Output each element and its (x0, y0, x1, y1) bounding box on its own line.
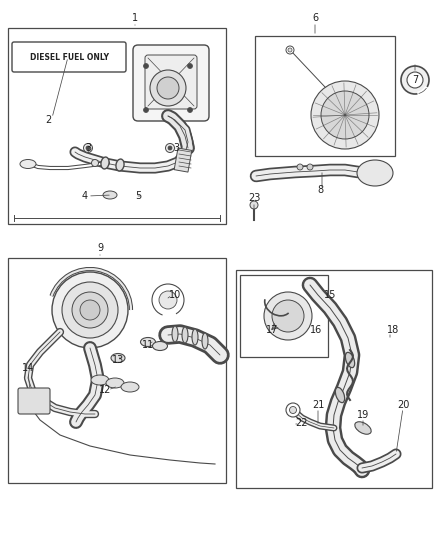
Bar (255, 36, 395, 156)
Circle shape (311, 81, 379, 149)
Text: 9: 9 (97, 243, 103, 253)
Circle shape (286, 403, 300, 417)
FancyBboxPatch shape (12, 42, 126, 72)
Ellipse shape (182, 327, 188, 343)
Circle shape (297, 164, 303, 170)
Ellipse shape (172, 326, 178, 342)
Text: 3: 3 (173, 143, 179, 153)
Text: 10: 10 (169, 290, 181, 300)
Ellipse shape (121, 382, 139, 392)
Ellipse shape (103, 191, 117, 199)
Circle shape (250, 201, 258, 209)
Circle shape (168, 146, 172, 150)
Circle shape (159, 291, 177, 309)
Ellipse shape (202, 333, 208, 349)
Text: 13: 13 (112, 355, 124, 365)
Circle shape (72, 292, 108, 328)
Circle shape (264, 292, 312, 340)
Ellipse shape (357, 160, 393, 186)
Circle shape (62, 282, 118, 338)
Text: 22: 22 (296, 418, 308, 428)
Text: 6: 6 (312, 13, 318, 23)
Circle shape (286, 46, 294, 54)
Ellipse shape (106, 378, 124, 388)
Circle shape (321, 91, 369, 139)
Circle shape (150, 70, 186, 106)
Ellipse shape (20, 159, 36, 168)
Bar (236, 270, 432, 488)
Text: 19: 19 (357, 410, 369, 420)
Text: 1: 1 (132, 13, 138, 23)
Circle shape (187, 108, 192, 112)
Ellipse shape (116, 159, 124, 171)
Circle shape (288, 48, 292, 52)
Circle shape (144, 108, 148, 112)
Text: 23: 23 (248, 193, 260, 203)
Circle shape (307, 164, 313, 170)
Circle shape (166, 143, 174, 152)
Bar (8, 258, 226, 483)
FancyBboxPatch shape (145, 55, 197, 109)
Circle shape (86, 146, 90, 150)
FancyBboxPatch shape (18, 388, 50, 414)
Circle shape (144, 63, 148, 69)
Circle shape (290, 407, 297, 414)
Ellipse shape (111, 353, 125, 362)
Text: 8: 8 (317, 185, 323, 195)
Text: 16: 16 (310, 325, 322, 335)
Bar (174, 148, 192, 172)
Bar (8, 28, 226, 224)
Ellipse shape (345, 352, 355, 368)
Circle shape (272, 300, 304, 332)
Text: 17: 17 (266, 325, 278, 335)
Ellipse shape (141, 337, 155, 346)
Text: 21: 21 (312, 400, 324, 410)
Circle shape (157, 77, 179, 99)
Text: DIESEL FUEL ONLY: DIESEL FUEL ONLY (29, 52, 109, 61)
Text: 14: 14 (22, 363, 34, 373)
Text: 7: 7 (412, 75, 418, 85)
Text: 18: 18 (387, 325, 399, 335)
Circle shape (187, 63, 192, 69)
Text: 12: 12 (99, 385, 111, 395)
Ellipse shape (336, 387, 345, 402)
Bar (240, 275, 328, 357)
Circle shape (152, 284, 184, 316)
Ellipse shape (152, 342, 167, 351)
Ellipse shape (91, 375, 109, 385)
Circle shape (84, 143, 92, 152)
Text: 20: 20 (397, 400, 409, 410)
Ellipse shape (192, 329, 198, 345)
Ellipse shape (101, 157, 109, 169)
FancyBboxPatch shape (133, 45, 209, 121)
Circle shape (52, 272, 128, 348)
Text: 15: 15 (324, 290, 336, 300)
Circle shape (407, 72, 423, 88)
Text: 11: 11 (142, 340, 154, 350)
Circle shape (401, 66, 429, 94)
Text: 3: 3 (85, 143, 91, 153)
Circle shape (80, 300, 100, 320)
Text: 2: 2 (45, 115, 51, 125)
Text: 5: 5 (135, 191, 141, 201)
Ellipse shape (355, 422, 371, 434)
Circle shape (92, 159, 99, 166)
Text: 4: 4 (82, 191, 88, 201)
